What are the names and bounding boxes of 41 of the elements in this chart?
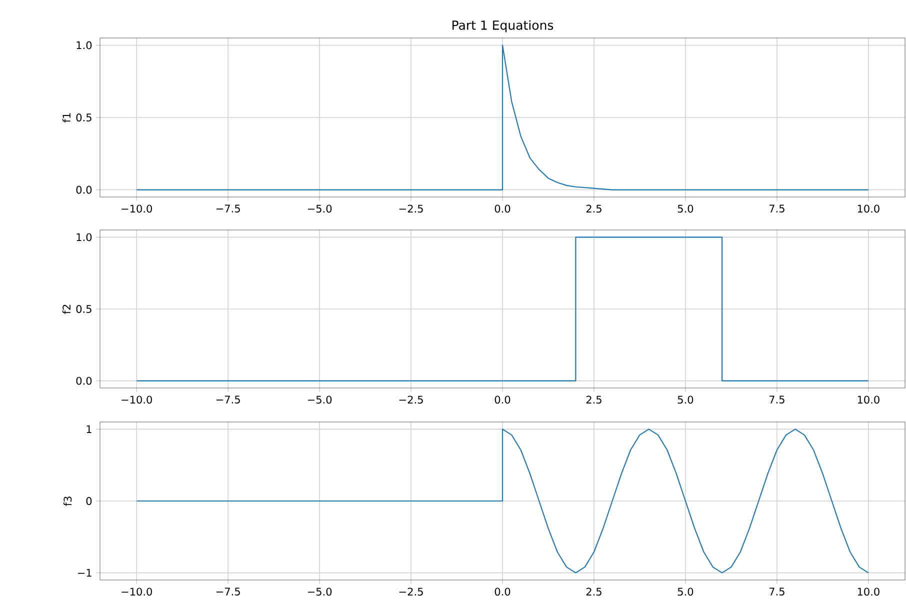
y-axis-title: f3: [63, 496, 72, 506]
x-tick-label: −5.0: [308, 588, 332, 596]
line-series: [136, 428, 869, 574]
x-tick-label: −2.5: [399, 204, 423, 213]
x-tick-label: 5.0: [678, 588, 694, 596]
y-axis-title: f1: [62, 113, 70, 122]
x-tick-label: 5.0: [678, 396, 694, 404]
x-tick-label: −7.5: [216, 588, 240, 596]
y-tick-label: 0: [86, 497, 92, 505]
x-tick-label: 0.0: [494, 204, 510, 213]
x-tick-label: 2.5: [586, 588, 602, 596]
y-tick-label: −1: [78, 568, 92, 577]
x-tick-label: −2.5: [399, 396, 423, 404]
x-tick-label: 0.0: [494, 588, 510, 596]
y-tick-label: 0.0: [76, 376, 92, 385]
x-tick-label: −10.0: [122, 396, 152, 404]
y-tick-label: 0.0: [76, 186, 92, 194]
y-tick-label: 1.0: [76, 41, 92, 50]
x-tick-label: −7.5: [216, 204, 240, 213]
y-tick-label: 0.5: [76, 114, 92, 122]
x-tick-label: 10.0: [858, 396, 880, 404]
y-tick-label: 1: [86, 425, 92, 434]
chart-title: Part 1 Equations: [452, 20, 554, 32]
x-tick-label: 10.0: [858, 588, 880, 596]
y-tick-label: 1.0: [76, 233, 92, 242]
x-tick-label: −5.0: [308, 204, 332, 213]
x-tick-label: 7.5: [769, 204, 784, 213]
x-tick-label: 5.0: [678, 204, 694, 213]
x-tick-label: 7.5: [769, 396, 784, 404]
x-tick-label: 2.5: [586, 204, 602, 213]
y-axis-title: f2: [62, 304, 70, 314]
x-tick-label: 2.5: [586, 396, 602, 404]
y-tick-label: 0.5: [76, 305, 92, 313]
x-tick-label: 0.0: [494, 396, 510, 404]
x-tick-label: −7.5: [216, 396, 240, 404]
x-tick-label: 10.0: [858, 204, 880, 213]
x-tick-label: −2.5: [399, 588, 423, 596]
x-tick-label: −10.0: [122, 204, 152, 213]
x-tick-label: −5.0: [308, 396, 332, 404]
x-tick-label: 7.5: [769, 588, 784, 596]
x-tick-label: −10.0: [122, 588, 152, 596]
